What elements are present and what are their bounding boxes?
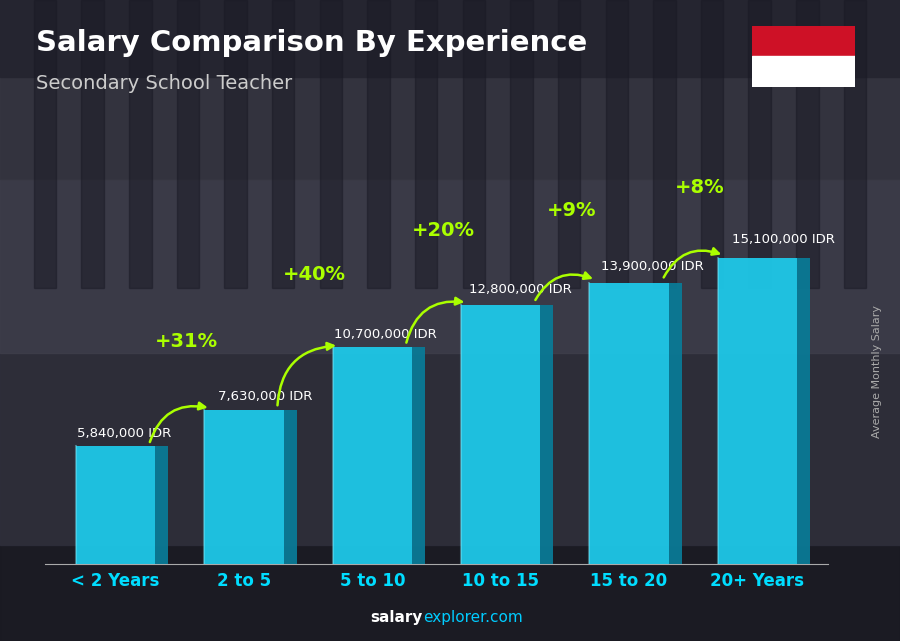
Polygon shape [204,410,284,564]
Text: 7,630,000 IDR: 7,630,000 IDR [219,390,312,403]
Text: +8%: +8% [675,178,724,197]
Text: Average Monthly Salary: Average Monthly Salary [872,305,883,438]
Polygon shape [412,347,425,564]
Bar [0,353,900,545]
Bar [320,0,342,288]
Text: explorer.com: explorer.com [423,610,523,625]
Text: +31%: +31% [155,333,218,351]
Bar [752,56,855,87]
Text: +9%: +9% [546,201,596,220]
Polygon shape [156,446,168,564]
Text: 5,840,000 IDR: 5,840,000 IDR [77,427,171,440]
Bar [0,0,900,77]
Bar [844,0,866,288]
Text: Secondary School Teacher: Secondary School Teacher [36,74,292,93]
Bar [367,0,390,288]
Bar [176,0,199,288]
Bar [224,0,247,288]
Bar [796,0,819,288]
Text: Salary Comparison By Experience: Salary Comparison By Experience [36,29,587,57]
Polygon shape [797,258,810,564]
Polygon shape [717,258,797,564]
Text: salary: salary [371,610,423,625]
Bar [34,0,56,288]
Bar [653,0,676,288]
Polygon shape [332,347,412,564]
Polygon shape [461,305,541,564]
Text: 12,800,000 IDR: 12,800,000 IDR [469,283,572,296]
Text: 15,100,000 IDR: 15,100,000 IDR [732,233,834,246]
Text: +40%: +40% [284,265,346,284]
Text: 13,900,000 IDR: 13,900,000 IDR [601,260,704,273]
Bar [0,77,900,179]
Polygon shape [590,283,669,564]
Polygon shape [669,283,681,564]
Bar [0,545,900,641]
Bar [0,179,900,353]
Text: +20%: +20% [411,221,474,240]
Bar [415,0,437,288]
Bar [463,0,485,288]
Polygon shape [76,446,156,564]
Bar [272,0,294,288]
Bar [701,0,724,288]
Bar [129,0,151,288]
Bar [606,0,628,288]
Bar [752,26,855,56]
Bar [510,0,533,288]
Text: 10,700,000 IDR: 10,700,000 IDR [334,328,436,341]
Polygon shape [541,305,554,564]
Bar [749,0,771,288]
Bar [558,0,580,288]
Bar [81,0,104,288]
Polygon shape [284,410,297,564]
